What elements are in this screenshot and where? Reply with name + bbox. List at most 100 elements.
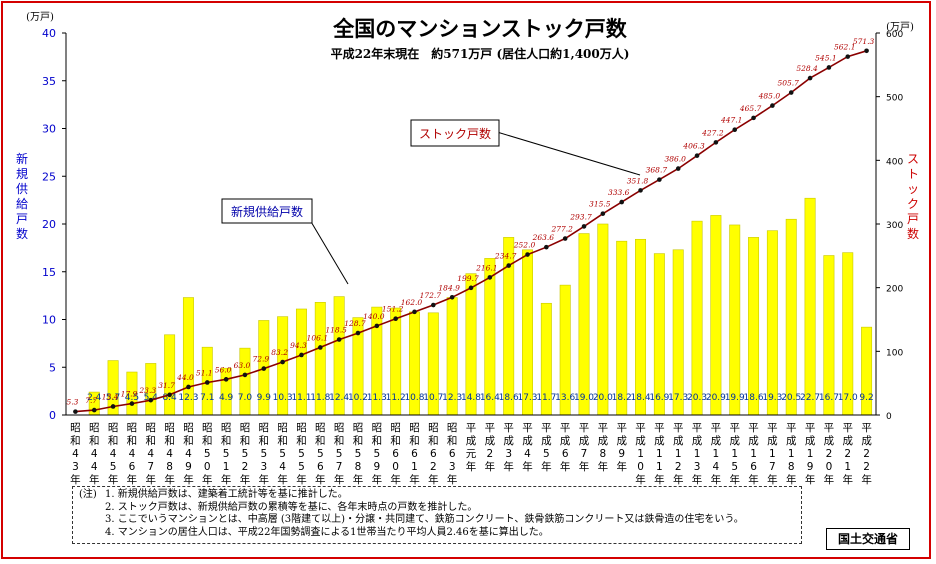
x-tick-char: 昭 <box>164 422 175 434</box>
stock-value-label: 17.9 <box>121 390 138 399</box>
x-tick-char: 年 <box>729 473 740 486</box>
left-axis-label-char: 給 <box>16 197 28 211</box>
x-tick-char: 2 <box>863 448 870 460</box>
x-tick-char: 4 <box>524 448 531 460</box>
bar-value-label: 2.4 <box>87 393 102 403</box>
x-tick-char: 年 <box>183 473 194 486</box>
x-tick-char: 平 <box>485 422 496 434</box>
stock-value-label: 562.1 <box>834 43 855 52</box>
x-tick-char: 昭 <box>240 422 251 434</box>
stock-point <box>449 294 455 300</box>
bar-value-label: 9.2 <box>859 393 873 403</box>
stock-value-label: 83.2 <box>271 348 288 357</box>
note-item: 4. マンションの居住人口は、平成22年国勢調査による1世帯当たり平均人員2.4… <box>105 526 549 538</box>
stock-value-label: 216.1 <box>475 263 497 272</box>
stock-value-label: 277.2 <box>550 225 573 234</box>
x-tick-char: 6 <box>430 448 437 460</box>
x-tick-char: 年 <box>748 473 759 486</box>
x-tick-char: 0 <box>637 461 644 473</box>
bar-value-label: 10.8 <box>404 393 424 403</box>
stock-point <box>864 48 869 54</box>
bar <box>842 252 854 416</box>
x-tick-char: 成 <box>786 435 797 447</box>
x-tick-char: 年 <box>70 473 81 486</box>
bar-value-label: 17.3 <box>668 393 688 403</box>
bar-value-label: 13.6 <box>555 393 575 403</box>
bar <box>220 367 232 416</box>
x-tick-char: 和 <box>409 435 420 447</box>
x-tick-char: 5 <box>355 448 362 460</box>
stock-point <box>91 407 97 413</box>
x-tick-char: 6 <box>129 461 136 473</box>
stock-callout-text: ストック戸数 <box>419 126 491 141</box>
stock-point <box>110 404 116 409</box>
bar-value-label: 4.9 <box>219 393 234 403</box>
x-tick-char: 年 <box>428 473 439 486</box>
note-item: 1. 新規供給戸数は、建築着工統計等を基に推計した。 <box>105 489 348 500</box>
x-tick-char: 和 <box>315 435 326 447</box>
stock-value-label: 333.6 <box>608 188 630 197</box>
stock-point <box>204 380 210 385</box>
bar <box>729 224 741 416</box>
x-tick-char: 3 <box>694 461 701 473</box>
bar <box>785 218 797 416</box>
x-tick-char: 2 <box>844 448 851 460</box>
stock-point <box>186 384 191 390</box>
x-tick-char: 昭 <box>353 422 364 434</box>
bar-value-label: 4.5 <box>125 393 139 403</box>
x-tick-char: 7 <box>336 461 343 473</box>
stock-value-label: 44.0 <box>176 373 194 382</box>
chart-title: 全国のマンションストック戸数 <box>332 17 628 41</box>
right-axis-label: ストック戸数 <box>907 152 919 241</box>
x-tick-char: 平 <box>616 422 627 434</box>
left-tick-label: 30 <box>42 123 56 136</box>
x-tick-char: 年 <box>861 473 872 486</box>
right-tick-label: 100 <box>886 348 903 358</box>
x-tick-char: 7 <box>147 461 154 473</box>
x-tick-char: 平 <box>560 422 571 434</box>
x-tick-char: 9 <box>185 461 192 473</box>
stock-point <box>355 330 361 336</box>
stock-point <box>675 166 681 171</box>
x-tick-char: 昭 <box>108 422 119 434</box>
bar-value-label: 12.4 <box>329 393 349 403</box>
x-tick-char: 和 <box>127 435 138 447</box>
x-tick-char: 9 <box>807 461 814 473</box>
x-tick-char: 年 <box>842 473 853 486</box>
x-tick-char: 年 <box>221 473 232 486</box>
chart-subtitle: 平成22年末現在 約571万戸 (居住人口約1,400万人) <box>331 46 630 61</box>
x-tick-char: 平 <box>673 422 684 434</box>
x-tick-char: 成 <box>466 435 477 447</box>
x-tick-char: 平 <box>805 422 816 434</box>
x-tick-char: 成 <box>824 435 835 447</box>
right-axis-label-char: 戸 <box>907 212 919 226</box>
stock-value-label: 252.0 <box>513 241 536 250</box>
bar-value-label: 16.4 <box>480 393 500 403</box>
bar <box>653 253 665 416</box>
x-tick-char: 年 <box>409 473 420 486</box>
x-tick-char: 平 <box>692 422 703 434</box>
stock-value-label: 406.3 <box>682 142 705 151</box>
right-axis-label-char: ト <box>907 167 919 181</box>
right-tick-label: 400 <box>886 157 903 167</box>
x-tick-char: 年 <box>692 473 703 486</box>
x-tick-char: 和 <box>277 435 288 447</box>
x-tick-char: 1 <box>713 448 720 460</box>
x-tick-char: 昭 <box>277 422 288 434</box>
x-tick-char: 1 <box>656 461 663 473</box>
x-tick-char: 2 <box>863 461 870 473</box>
x-tick-char: 5 <box>731 461 738 473</box>
x-tick-char: 年 <box>296 473 307 486</box>
x-tick-char: 昭 <box>202 422 213 434</box>
stock-point <box>600 211 606 216</box>
right-tick-label: 200 <box>886 285 903 295</box>
